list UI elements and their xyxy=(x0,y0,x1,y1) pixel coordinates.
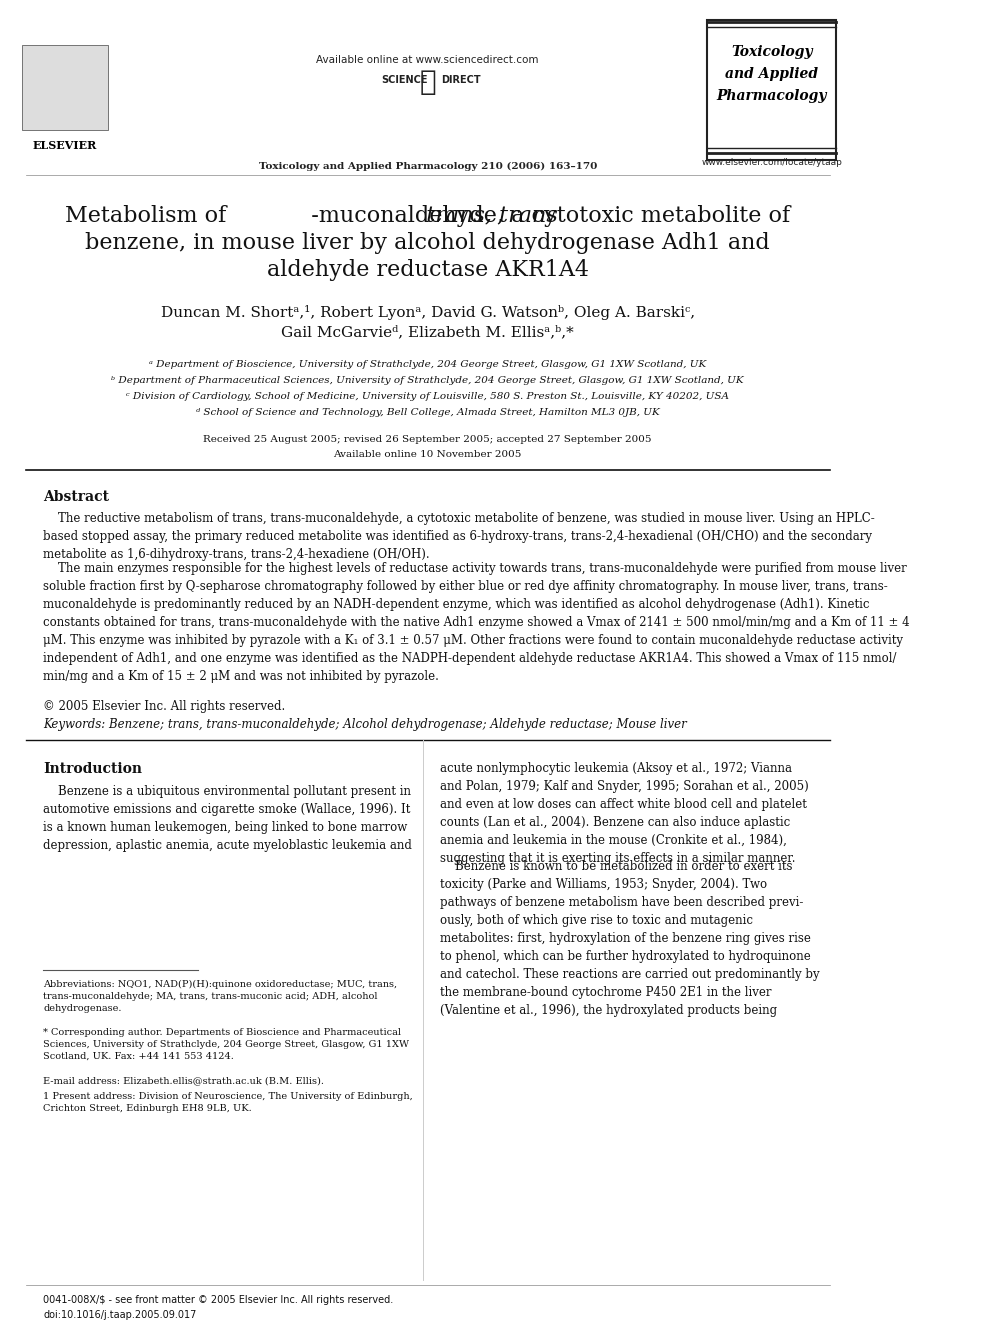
Text: doi:10.1016/j.taap.2005.09.017: doi:10.1016/j.taap.2005.09.017 xyxy=(43,1310,196,1320)
Text: DIRECT: DIRECT xyxy=(441,75,481,85)
Text: ᵃ Department of Bioscience, University of Strathclyde, 204 George Street, Glasgo: ᵃ Department of Bioscience, University o… xyxy=(149,360,706,369)
Text: Abbreviations: NQO1, NAD(P)(H):quinone oxidoreductase; MUC, trans,
trans-muconal: Abbreviations: NQO1, NAD(P)(H):quinone o… xyxy=(43,980,397,1012)
Text: Toxicology: Toxicology xyxy=(731,45,812,60)
Text: SCIENCE: SCIENCE xyxy=(381,75,428,85)
Text: © 2005 Elsevier Inc. All rights reserved.: © 2005 Elsevier Inc. All rights reserved… xyxy=(43,700,286,713)
Text: Pharmacology: Pharmacology xyxy=(716,89,827,103)
Text: and Applied: and Applied xyxy=(725,67,818,81)
Text: 1 Present address: Division of Neuroscience, The University of Edinburgh,
Cricht: 1 Present address: Division of Neuroscie… xyxy=(43,1091,413,1113)
Text: E-mail address: Elizabeth.ellis@strath.ac.uk (B.M. Ellis).: E-mail address: Elizabeth.ellis@strath.a… xyxy=(43,1076,324,1085)
Text: ᶜ Division of Cardiology, School of Medicine, University of Louisville, 580 S. P: ᶜ Division of Cardiology, School of Medi… xyxy=(126,392,729,401)
Text: Abstract: Abstract xyxy=(43,490,109,504)
Text: Available online 10 November 2005: Available online 10 November 2005 xyxy=(333,450,522,459)
Text: * Corresponding author. Departments of Bioscience and Pharmaceutical
Sciences, U: * Corresponding author. Departments of B… xyxy=(43,1028,409,1061)
Text: ELSEVIER: ELSEVIER xyxy=(33,140,97,151)
Text: www.elsevier.com/locate/ytaap: www.elsevier.com/locate/ytaap xyxy=(701,157,842,167)
Text: Benzene is known to be metabolized in order to exert its
toxicity (Parke and Wil: Benzene is known to be metabolized in or… xyxy=(439,860,819,1017)
Text: 0041-008X/$ - see front matter © 2005 Elsevier Inc. All rights reserved.: 0041-008X/$ - see front matter © 2005 El… xyxy=(43,1295,394,1304)
Text: benzene, in mouse liver by alcohol dehydrogenase Adh1 and: benzene, in mouse liver by alcohol dehyd… xyxy=(85,232,770,254)
Text: The main enzymes responsible for the highest levels of reductase activity toward: The main enzymes responsible for the hig… xyxy=(43,562,910,683)
Text: Duncan M. Shortᵃ,¹, Robert Lyonᵃ, David G. Watsonᵇ, Oleg A. Barskiᶜ,: Duncan M. Shortᵃ,¹, Robert Lyonᵃ, David … xyxy=(161,306,694,320)
Text: Gail McGarvieᵈ, Elizabeth M. Ellisᵃ,ᵇ,*: Gail McGarvieᵈ, Elizabeth M. Ellisᵃ,ᵇ,* xyxy=(282,325,574,339)
Text: Keywords: Benzene; trans, trans-muconaldehyde; Alcohol dehydrogenase; Aldehyde r: Keywords: Benzene; trans, trans-muconald… xyxy=(43,718,686,732)
Text: aldehyde reductase AKR1A4: aldehyde reductase AKR1A4 xyxy=(267,259,588,280)
Text: Toxicology and Applied Pharmacology 210 (2006) 163–170: Toxicology and Applied Pharmacology 210 … xyxy=(259,161,597,171)
Text: Benzene is a ubiquitous environmental pollutant present in
automotive emissions : Benzene is a ubiquitous environmental po… xyxy=(43,785,412,852)
Bar xyxy=(707,20,836,160)
Text: The reductive metabolism of trans, trans-muconaldehyde, a cytotoxic metabolite o: The reductive metabolism of trans, trans… xyxy=(43,512,875,561)
Text: trans, trans: trans, trans xyxy=(298,205,558,228)
Text: ⓐ: ⓐ xyxy=(420,67,436,97)
Text: acute nonlymphocytic leukemia (Aksoy et al., 1972; Vianna
and Polan, 1979; Kalf : acute nonlymphocytic leukemia (Aksoy et … xyxy=(439,762,808,865)
Text: ᵈ School of Science and Technology, Bell College, Almada Street, Hamilton ML3 0J: ᵈ School of Science and Technology, Bell… xyxy=(195,407,660,417)
Text: Available online at www.sciencedirect.com: Available online at www.sciencedirect.co… xyxy=(316,56,539,65)
Text: ᵇ Department of Pharmaceutical Sciences, University of Strathclyde, 204 George S: ᵇ Department of Pharmaceutical Sciences,… xyxy=(111,376,744,385)
Text: Introduction: Introduction xyxy=(43,762,142,777)
Text: Received 25 August 2005; revised 26 September 2005; accepted 27 September 2005: Received 25 August 2005; revised 26 Sept… xyxy=(203,435,652,445)
Bar xyxy=(22,45,108,130)
Text: Metabolism of        -muconaldehyde, a cytotoxic metabolite of: Metabolism of -muconaldehyde, a cytotoxi… xyxy=(65,205,791,228)
